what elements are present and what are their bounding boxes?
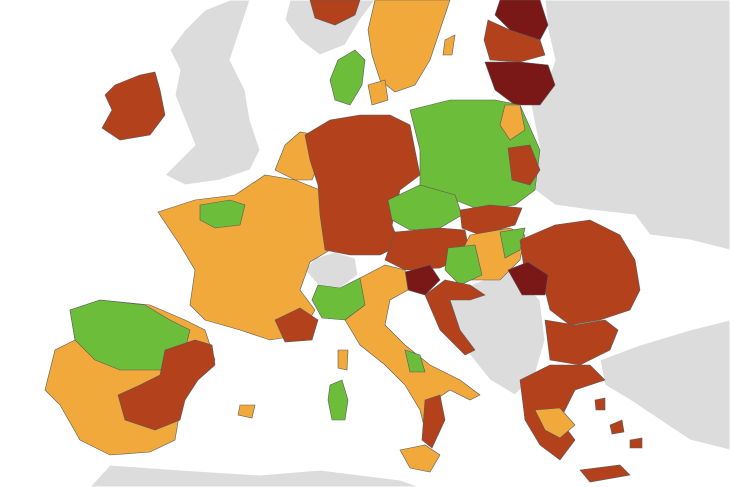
eastern-land [529,0,730,251]
region [199,199,246,229]
great-britain [164,0,261,186]
region [544,319,619,366]
region [309,0,361,26]
region [101,71,166,141]
region [421,394,446,449]
region [327,379,349,421]
region [483,19,546,63]
region [507,261,549,296]
region [459,204,523,236]
region [484,61,556,106]
non-reporting-land [89,0,730,487]
region [387,184,463,231]
region [507,144,541,186]
region [399,444,441,473]
region [337,349,349,371]
region [117,339,216,431]
region [499,104,526,141]
region [404,349,426,373]
region [274,307,319,343]
region [534,407,576,439]
region [367,79,389,106]
region [442,34,456,56]
region [329,49,366,106]
region [594,397,606,411]
region [444,244,483,286]
region [344,264,481,431]
region [367,0,451,93]
region [237,404,256,419]
region [629,437,643,449]
region [424,279,486,356]
turkey [599,319,730,451]
region [609,419,625,435]
region [499,227,526,259]
region [579,464,631,483]
north-africa [89,464,421,487]
